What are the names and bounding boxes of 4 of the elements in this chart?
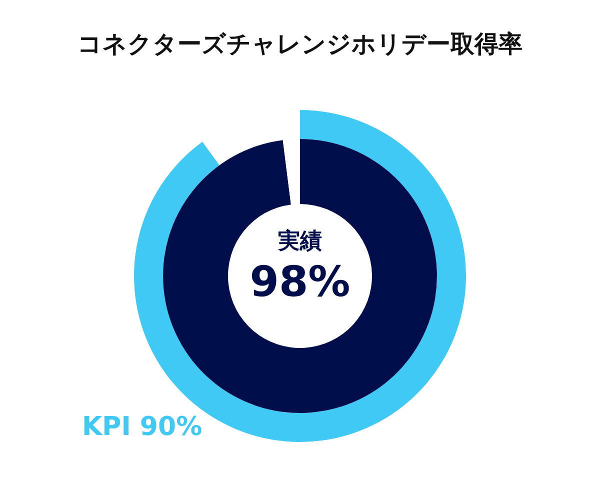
data-label: 98% xyxy=(248,256,352,308)
text: KPI 90% xyxy=(82,412,202,442)
chart-title: コネクターズチャレンジホリデー取得率 xyxy=(76,29,524,60)
slice-label: 実績 xyxy=(277,228,323,256)
